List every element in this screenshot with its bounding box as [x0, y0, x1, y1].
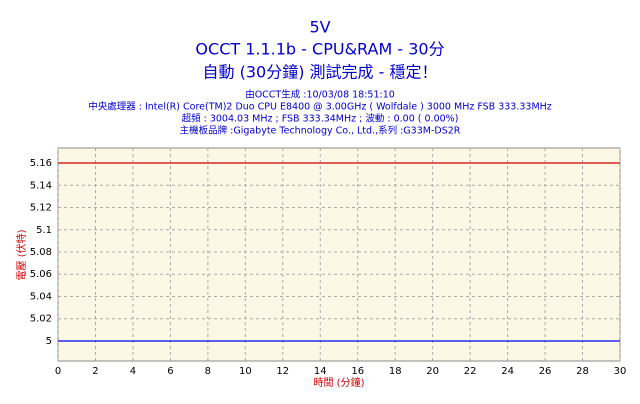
y-tick-label: 5.1	[36, 225, 52, 236]
y-tick-label: 5.14	[30, 180, 52, 191]
x-tick-label: 24	[501, 366, 514, 377]
y-tick-label: 5.02	[30, 314, 52, 325]
status: 自動 (30分鐘) 測試完成 - 穩定！	[203, 63, 438, 82]
x-tick-label: 2	[92, 366, 98, 377]
plot-area	[57, 147, 621, 362]
info-line: 中央處理器 : Intel(R) Core(TM)2 Duo CPU E8400…	[88, 101, 552, 113]
x-tick-label: 4	[130, 366, 136, 377]
chart-subtitle: OCCT 1.1.1b - CPU&RAM - 30分	[195, 40, 444, 59]
y-tick-label: 5.08	[30, 247, 52, 258]
x-tick-label: 16	[351, 366, 364, 377]
x-tick-label: 22	[464, 366, 477, 377]
y-tick-label: 5	[46, 336, 52, 347]
x-tick-label: 14	[314, 366, 327, 377]
y-tick-label: 5.04	[30, 291, 52, 302]
y-axis-label: 電壓 (伏特)	[15, 229, 28, 280]
y-tick-label: 5.12	[30, 203, 52, 214]
x-tick-label: 30	[614, 366, 627, 377]
x-tick-label: 8	[205, 366, 211, 377]
y-tick-label: 5.06	[30, 269, 52, 280]
info-line: 超頻 : 3004.03 MHz ; FSB 333.34MHz ; 波動 : …	[182, 113, 459, 125]
x-tick-label: 6	[167, 366, 173, 377]
info-line: 主機板品牌 :Gigabyte Technology Co., Ltd.,系列 …	[180, 125, 461, 137]
x-tick-label: 20	[426, 366, 439, 377]
x-tick-label: 0	[55, 366, 61, 377]
x-tick-label: 10	[239, 366, 252, 377]
y-tick-label: 5.16	[30, 158, 52, 169]
x-tick-label: 18	[389, 366, 402, 377]
x-tick-label: 26	[539, 366, 552, 377]
info-line: 由OCCT生成 :10/03/08 18:51:10	[245, 89, 395, 101]
x-axis-label: 時間 (分鐘)	[314, 376, 365, 389]
chart-title: 5V	[309, 18, 330, 37]
x-tick-label: 12	[276, 366, 289, 377]
x-tick-label: 28	[576, 366, 589, 377]
